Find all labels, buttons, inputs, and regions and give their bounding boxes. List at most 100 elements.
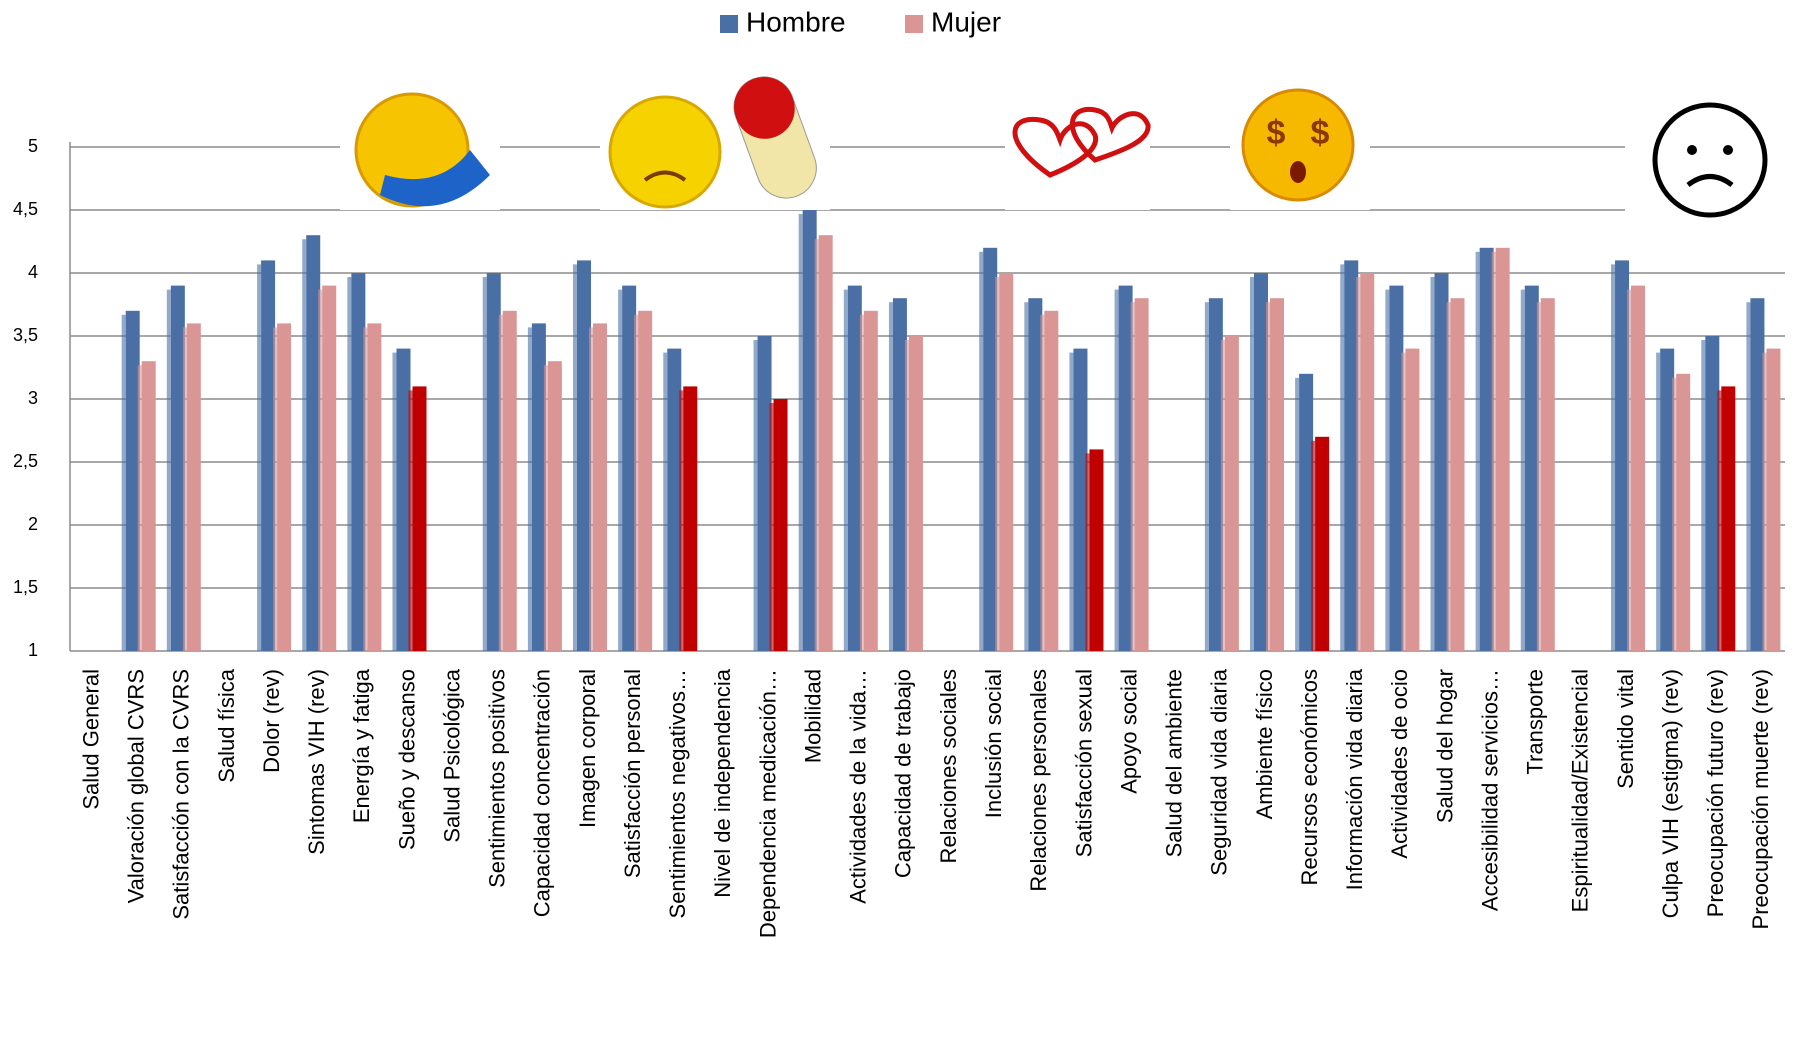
bar [983,247,998,652]
bar [351,273,366,651]
bar-shade [482,277,487,651]
bar [593,323,608,651]
bar-shade [121,314,126,651]
x-tick-label: Dependencia medicación… [755,669,780,938]
bar-shade [573,264,578,651]
emoji-crying [608,95,722,209]
x-tick-label: Seguridad vida diaria [1207,668,1232,875]
bar [1118,285,1133,651]
emoji-eye [1687,145,1697,155]
x-tick-label: Salud física [214,668,239,782]
y-tick-label: 3,5 [13,325,38,345]
x-tick-label: Relaciones personales [1026,669,1051,892]
x-tick-label: Preocupación futuro (rev) [1703,669,1728,917]
bar [261,260,276,651]
x-tick-label: Recursos económicos [1297,669,1322,885]
bar-shade [1311,440,1316,651]
emoji-heart [1012,116,1099,178]
bar-shade [1040,314,1045,651]
bar-shade [1265,302,1270,651]
bar [1660,348,1675,651]
bar-shade [302,239,307,651]
bar-shade [1536,302,1541,651]
bar-shade [1656,352,1661,651]
x-tick-label: Accesibilidad servicios… [1477,669,1502,911]
emoji-money [1241,88,1355,202]
bar-shade [363,327,368,651]
bar [1269,298,1284,651]
y-tick-label: 4,5 [13,199,38,219]
bar-shade [1220,340,1225,651]
bar-shade [843,289,848,651]
x-tick-label: Imagen corporal [575,669,600,828]
bar [125,310,140,651]
x-tick-label: Salud del ambiente [1162,669,1187,857]
bar [1299,373,1314,651]
emoji-eye [1723,145,1733,155]
bar-shade [257,264,262,651]
bar [802,210,817,651]
bar-shade [618,289,623,651]
bar [1224,336,1239,651]
x-tick-label: Información vida diaria [1342,668,1367,890]
bar-shade [1069,352,1074,651]
bar-shade [859,314,864,651]
x-tick-label: Actividades de ocio [1387,669,1412,859]
bar [531,323,546,651]
bar [1253,273,1268,651]
bar-shade [1717,390,1722,651]
bar-shade [753,340,758,651]
x-tick-label: Valoración global CVRS [124,669,149,903]
bar [892,298,907,651]
x-tick-label: Energía y fatiga [349,668,374,823]
bar [1721,386,1736,651]
legend-swatch [905,15,923,33]
bar-shade [1627,289,1632,651]
bar-shade [1401,352,1406,651]
bar [847,285,862,651]
bar-shade [1085,453,1090,651]
bar [1134,298,1149,651]
bar-shade [166,289,171,651]
bar [622,285,637,651]
bar-shade [769,403,774,651]
bar-shade [1385,289,1390,651]
bar-shade [1114,289,1119,651]
x-tick-label: Nivel de independencia [710,668,735,897]
bar [277,323,292,651]
bar-shade [679,390,684,651]
bar [141,361,156,651]
legend-label: Hombre [746,6,846,37]
x-tick-label: Capacidad de trabajo [891,669,916,878]
bar [908,336,923,651]
bar [577,260,592,651]
x-tick-label: Salud del hogar [1432,669,1457,823]
x-tick-label: Preocupación muerte (rev) [1748,669,1773,929]
bar-shade [1295,377,1300,651]
bar [1540,298,1555,651]
bar [1615,260,1630,651]
x-tick-label: Capacidad concentración [530,669,555,917]
bar [1344,260,1359,651]
y-tick-label: 3 [28,388,38,408]
bar [367,323,382,651]
bar-shade [589,327,594,651]
bar-shade [347,277,352,651]
x-tick-label: Dolor (rev) [259,669,284,773]
bar [638,310,653,651]
y-tick-label: 2,5 [13,451,38,471]
bar [863,310,878,651]
bar [1450,298,1465,651]
bar-shade [137,365,142,651]
bar [322,285,337,651]
bar-shade [182,327,187,651]
bar [1495,247,1510,652]
bar [1389,285,1404,651]
x-tick-label: Satisfacción sexual [1071,669,1096,857]
bar-shade [1249,277,1254,651]
x-tick-label: Sentido vital [1613,669,1638,789]
y-tick-label: 1 [28,640,38,660]
emoji-pill-top [734,76,795,139]
bar-shade [663,352,668,651]
x-tick-label: Relaciones sociales [936,669,961,863]
